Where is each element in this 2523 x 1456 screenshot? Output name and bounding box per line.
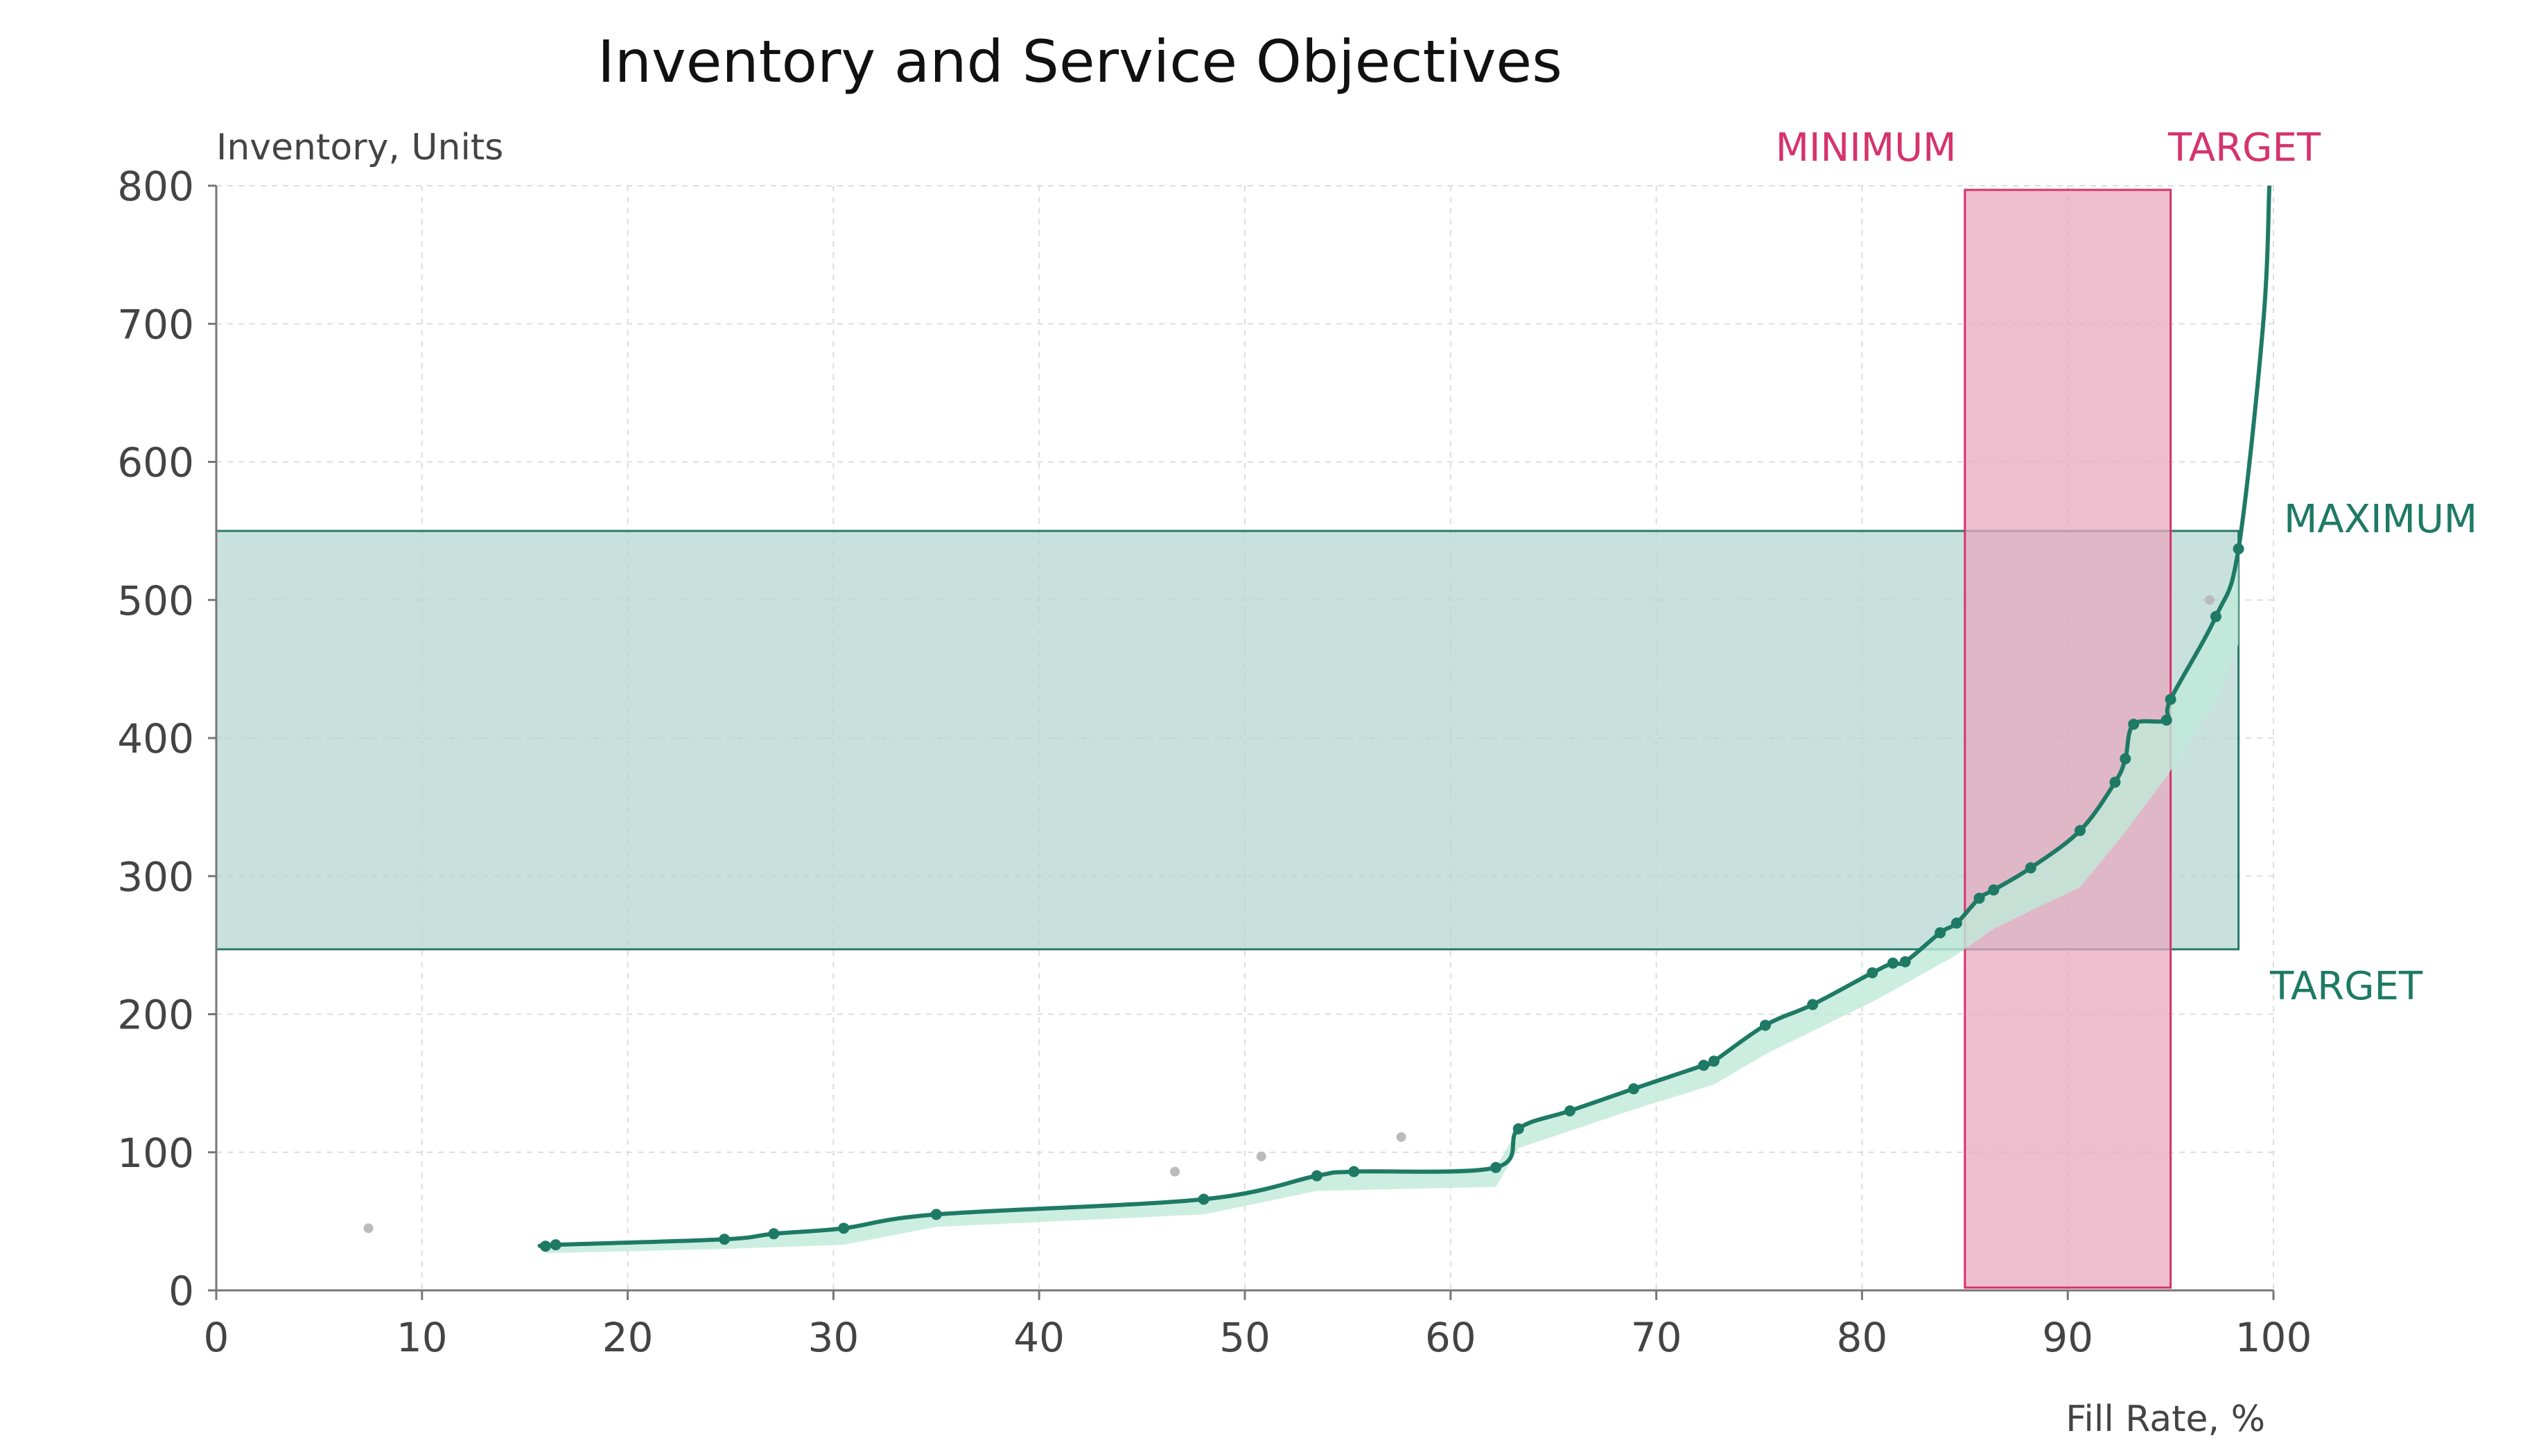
- x-tick-label: 90: [2042, 1314, 2093, 1361]
- data-point: [1627, 1083, 1639, 1095]
- data-point: [2025, 862, 2036, 874]
- y-tick-label: 200: [117, 992, 194, 1039]
- data-point: [719, 1234, 731, 1245]
- data-point: [930, 1209, 942, 1220]
- data-point: [1564, 1105, 1575, 1116]
- outlier-point: [1396, 1132, 1406, 1142]
- data-point: [1935, 927, 1946, 938]
- data-point: [2120, 753, 2131, 764]
- data-point: [1807, 999, 1819, 1010]
- data-point: [2128, 719, 2140, 730]
- outlier-point: [363, 1223, 374, 1234]
- fill-rate-minimum-label: MINIMUM: [1776, 125, 1957, 170]
- data-point: [768, 1228, 780, 1240]
- data-point: [1697, 1060, 1709, 1071]
- data-point: [2075, 825, 2086, 836]
- series-layer: [363, 185, 2272, 1254]
- grid-layer: [216, 185, 2274, 1290]
- data-point: [838, 1222, 850, 1234]
- x-axis-label: Fill Rate, %: [2066, 1398, 2265, 1440]
- outlier-point: [1170, 1166, 1180, 1177]
- x-tick-label: 100: [2235, 1314, 2312, 1361]
- x-tick-label: 60: [1425, 1314, 1476, 1361]
- data-point: [2233, 543, 2244, 555]
- data-point: [550, 1239, 561, 1251]
- data-point: [2165, 694, 2176, 705]
- outlier-point: [2204, 595, 2215, 605]
- y-tick-label: 100: [117, 1130, 194, 1177]
- bands-layer: [215, 188, 2240, 1289]
- x-tick-label: 80: [1836, 1314, 1887, 1361]
- labels-layer: Inventory and Service Objectives Invento…: [216, 28, 2477, 1440]
- data-point: [1708, 1055, 1720, 1067]
- data-point: [539, 1240, 551, 1252]
- y-axis-label: Inventory, Units: [216, 127, 503, 168]
- y-tick-label: 700: [117, 301, 194, 348]
- data-point: [1887, 957, 1898, 969]
- x-tick-label: 20: [602, 1314, 654, 1361]
- x-tick-label: 40: [1013, 1314, 1065, 1361]
- fill-rate-target-label: TARGET: [2167, 125, 2321, 170]
- data-point: [1311, 1170, 1322, 1182]
- chart-title: Inventory and Service Objectives: [597, 28, 1562, 96]
- y-tick-label: 600: [117, 439, 194, 486]
- y-tick-label: 800: [117, 163, 194, 210]
- y-tick-label: 500: [117, 577, 194, 624]
- data-point: [2109, 776, 2121, 788]
- outlier-point: [1256, 1151, 1266, 1161]
- x-tick-label: 10: [396, 1314, 448, 1361]
- x-tick-label: 0: [204, 1314, 229, 1361]
- data-point: [1899, 956, 1911, 967]
- data-point: [1867, 967, 1878, 979]
- data-point: [1759, 1019, 1771, 1031]
- axes-layer: 0 100 200 300 400 500 600 700 800 0 10 20 30 40 50 60 70…: [117, 163, 2312, 1361]
- x-tick-label: 70: [1631, 1314, 1682, 1361]
- inventory-maximum-label: MAXIMUM: [2284, 497, 2477, 542]
- x-tick-label: 50: [1219, 1314, 1271, 1361]
- x-tick-label: 30: [807, 1314, 859, 1361]
- data-point: [1973, 893, 1985, 904]
- data-point: [1490, 1161, 1502, 1173]
- y-tick-label: 400: [117, 715, 194, 762]
- data-point: [1988, 884, 2000, 896]
- y-tick-label: 0: [168, 1268, 194, 1315]
- data-point: [1512, 1123, 1524, 1134]
- data-point: [2160, 714, 2172, 726]
- data-point: [1198, 1193, 1210, 1205]
- inventory-target-label: TARGET: [2269, 964, 2423, 1009]
- data-point: [2210, 611, 2221, 622]
- inventory-target-band: [215, 529, 2240, 951]
- y-tick-label: 300: [117, 853, 194, 900]
- data-point: [1348, 1166, 1360, 1177]
- data-point: [1950, 917, 1962, 929]
